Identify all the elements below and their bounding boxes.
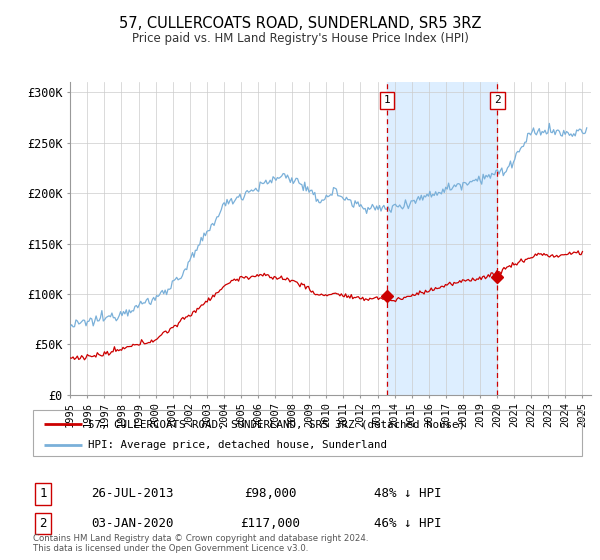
Text: 48% ↓ HPI: 48% ↓ HPI <box>374 487 442 501</box>
Text: 03-JAN-2020: 03-JAN-2020 <box>91 517 173 530</box>
Text: 46% ↓ HPI: 46% ↓ HPI <box>374 517 442 530</box>
Text: 2: 2 <box>494 95 500 105</box>
Text: 57, CULLERCOATS ROAD, SUNDERLAND, SR5 3RZ: 57, CULLERCOATS ROAD, SUNDERLAND, SR5 3R… <box>119 16 481 31</box>
Text: 26-JUL-2013: 26-JUL-2013 <box>91 487 173 501</box>
Bar <box>387 82 497 395</box>
Text: Price paid vs. HM Land Registry's House Price Index (HPI): Price paid vs. HM Land Registry's House … <box>131 32 469 45</box>
Text: £117,000: £117,000 <box>240 517 300 530</box>
Text: HPI: Average price, detached house, Sunderland: HPI: Average price, detached house, Sund… <box>88 440 387 450</box>
Text: £98,000: £98,000 <box>244 487 296 501</box>
Text: 2: 2 <box>40 517 47 530</box>
Text: 57, CULLERCOATS ROAD, SUNDERLAND, SR5 3RZ (detached house): 57, CULLERCOATS ROAD, SUNDERLAND, SR5 3R… <box>88 419 465 430</box>
Text: 1: 1 <box>40 487 47 501</box>
Text: Contains HM Land Registry data © Crown copyright and database right 2024.
This d: Contains HM Land Registry data © Crown c… <box>33 534 368 553</box>
Text: 1: 1 <box>384 95 391 105</box>
